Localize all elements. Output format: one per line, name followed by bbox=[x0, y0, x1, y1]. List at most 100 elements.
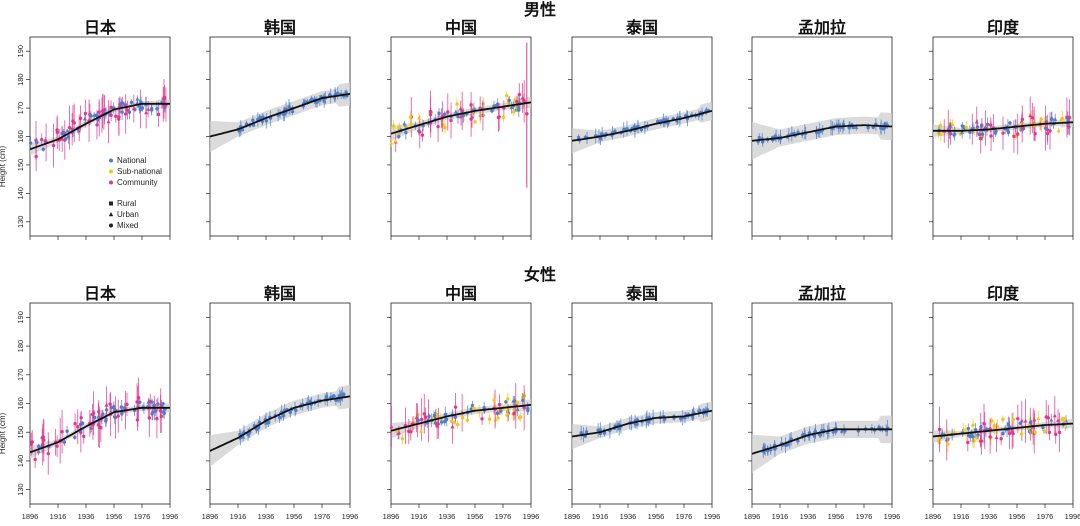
data-point bbox=[505, 411, 510, 415]
data-point bbox=[646, 419, 651, 424]
data-point bbox=[241, 434, 246, 439]
x-tick-label: 1916 bbox=[953, 512, 970, 521]
data-point bbox=[67, 125, 72, 130]
data-point bbox=[966, 433, 971, 438]
data-point bbox=[432, 413, 437, 418]
data-point bbox=[444, 417, 449, 422]
data-point bbox=[487, 417, 492, 421]
data-point bbox=[449, 419, 453, 423]
data-point bbox=[436, 124, 440, 129]
x-tick-label: 1936 bbox=[800, 512, 817, 521]
data-point bbox=[501, 115, 506, 119]
data-point bbox=[82, 434, 86, 439]
data-point bbox=[968, 130, 972, 134]
legend-marker bbox=[108, 212, 114, 217]
data-point bbox=[443, 112, 447, 116]
data-point bbox=[83, 111, 88, 116]
data-point bbox=[507, 98, 511, 103]
x-tick-label: 1916 bbox=[592, 512, 609, 521]
data-point bbox=[497, 115, 501, 119]
data-point bbox=[598, 136, 603, 141]
data-point bbox=[436, 421, 441, 425]
data-point bbox=[117, 117, 121, 121]
data-point bbox=[469, 103, 473, 107]
data-point bbox=[135, 96, 140, 101]
confidence-band bbox=[752, 112, 892, 160]
data-point bbox=[135, 418, 140, 422]
data-point bbox=[329, 395, 333, 399]
data-point bbox=[854, 125, 859, 129]
x-tick-label: 1996 bbox=[1065, 512, 1080, 521]
data-point bbox=[938, 123, 943, 128]
data-point bbox=[635, 422, 639, 426]
legend-marker bbox=[109, 180, 113, 185]
data-point bbox=[277, 415, 282, 420]
y-tick-label: 140 bbox=[16, 187, 25, 200]
data-point bbox=[757, 136, 761, 140]
data-point bbox=[408, 115, 413, 119]
x-tick-label: 1956 bbox=[467, 512, 484, 521]
panel-title: 中国 bbox=[445, 18, 477, 37]
x-tick-label: 1956 bbox=[286, 512, 303, 521]
data-point bbox=[964, 125, 968, 130]
data-point bbox=[420, 133, 425, 137]
data-point bbox=[1049, 117, 1054, 121]
y-tick-label: 160 bbox=[16, 130, 25, 143]
plot-frame bbox=[932, 302, 1074, 505]
data-point bbox=[427, 414, 431, 418]
data-point bbox=[521, 398, 525, 403]
data-point bbox=[1016, 132, 1020, 136]
data-point bbox=[443, 125, 447, 130]
data-point bbox=[1042, 429, 1047, 434]
x-tick-label: 1936 bbox=[620, 512, 637, 521]
data-point bbox=[146, 399, 151, 404]
data-point bbox=[389, 424, 394, 429]
panel-title: 中国 bbox=[445, 284, 477, 303]
data-point bbox=[51, 143, 56, 148]
data-point bbox=[119, 100, 124, 105]
data-point bbox=[55, 130, 60, 135]
legend-label: Sub-national bbox=[117, 167, 162, 176]
data-point bbox=[155, 416, 159, 421]
data-point bbox=[1033, 430, 1037, 435]
data-point bbox=[453, 109, 458, 114]
data-point bbox=[104, 419, 108, 423]
trend-line bbox=[751, 428, 892, 455]
data-point bbox=[99, 426, 103, 430]
plot-frame bbox=[390, 302, 532, 505]
data-point bbox=[980, 132, 985, 136]
chart-panel: 泰国 bbox=[568, 18, 713, 240]
data-point bbox=[814, 130, 819, 135]
data-point bbox=[409, 123, 413, 127]
data-point bbox=[33, 457, 37, 462]
x-tick-label: 1976 bbox=[134, 512, 151, 521]
y-tick-label: 180 bbox=[16, 340, 25, 353]
data-point bbox=[472, 406, 476, 411]
data-point bbox=[73, 422, 77, 426]
data-point bbox=[1059, 118, 1064, 123]
data-point bbox=[950, 122, 955, 126]
y-tick-label: 140 bbox=[16, 455, 25, 468]
data-point bbox=[515, 407, 520, 412]
data-point bbox=[1041, 425, 1045, 430]
data-point bbox=[125, 402, 129, 407]
panel-title: 印度 bbox=[987, 284, 1020, 303]
data-point bbox=[952, 131, 957, 136]
data-point bbox=[469, 114, 474, 119]
plot-frame bbox=[571, 302, 713, 505]
panel-title: 韩国 bbox=[264, 18, 296, 37]
data-point bbox=[1060, 417, 1064, 421]
data-point bbox=[418, 130, 422, 134]
data-point bbox=[522, 406, 526, 410]
plot-frame bbox=[29, 36, 171, 237]
data-point bbox=[46, 451, 50, 456]
trend-line bbox=[390, 101, 532, 135]
chart-panel: 印度 1896 1916 1936 1956 1976 1996 bbox=[925, 284, 1080, 521]
x-tick-label: 1916 bbox=[411, 512, 428, 521]
data-point bbox=[336, 91, 340, 96]
data-point bbox=[1028, 113, 1033, 118]
data-point bbox=[978, 136, 983, 141]
data-point bbox=[28, 141, 33, 145]
trend-line bbox=[209, 395, 351, 452]
x-tick-label: 1976 bbox=[676, 512, 693, 521]
